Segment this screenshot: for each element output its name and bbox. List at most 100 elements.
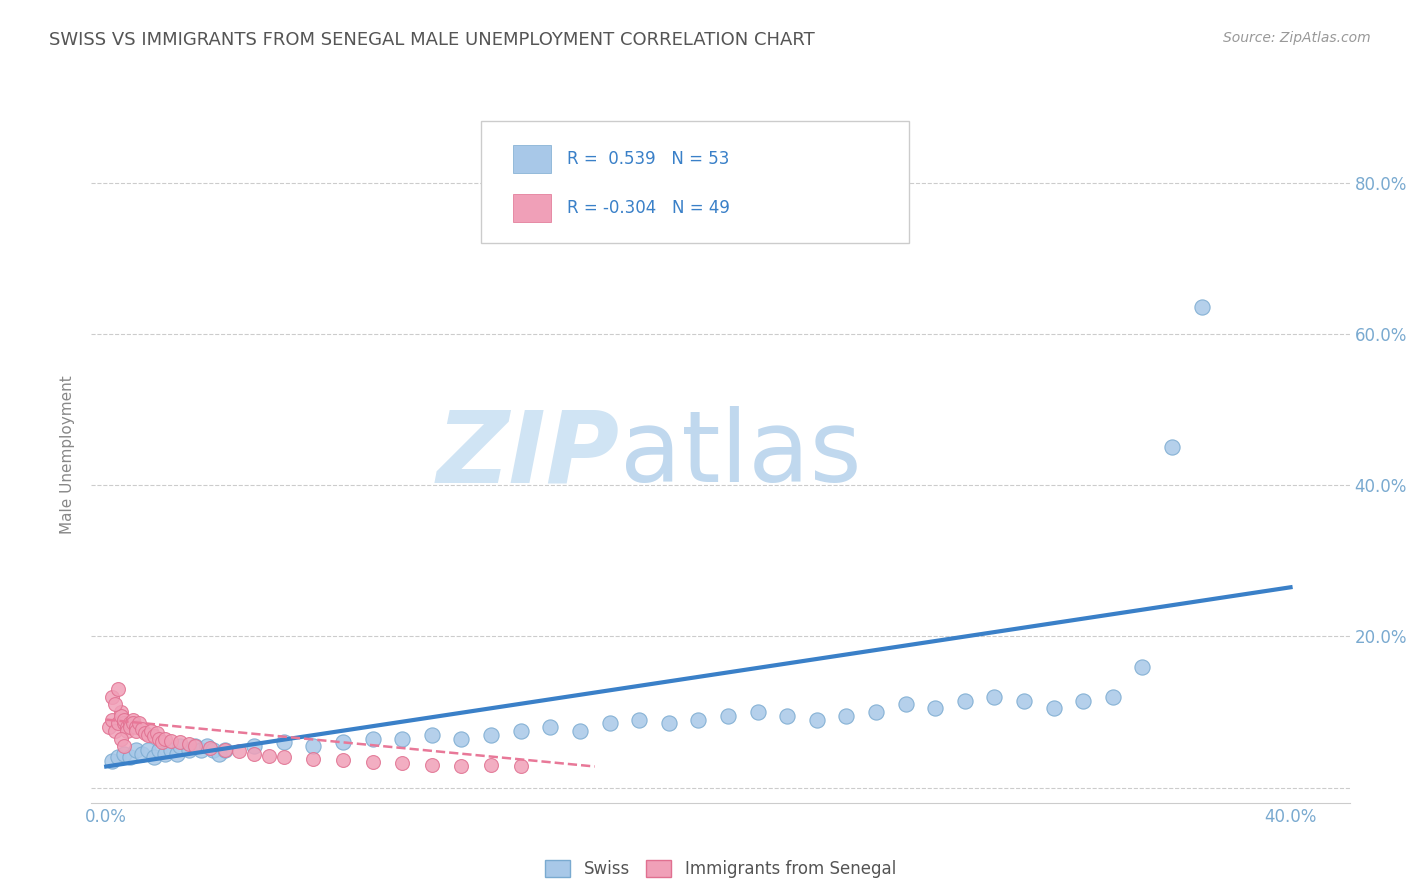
Point — [509, 723, 531, 738]
Point — [1132, 659, 1154, 673]
Point — [110, 705, 132, 719]
Point — [835, 708, 858, 723]
Point — [361, 755, 384, 769]
Point — [139, 723, 162, 738]
Point — [131, 722, 153, 736]
Point — [243, 747, 266, 761]
Point — [190, 743, 212, 757]
Point — [479, 758, 502, 772]
Point — [107, 750, 129, 764]
Text: Source: ZipAtlas.com: Source: ZipAtlas.com — [1223, 31, 1371, 45]
Point — [538, 720, 561, 734]
Point — [128, 716, 150, 731]
Point — [184, 739, 207, 753]
Point — [198, 741, 221, 756]
Point — [112, 747, 135, 761]
Point — [136, 743, 159, 757]
Point — [806, 713, 828, 727]
Point — [391, 731, 413, 746]
Point — [155, 731, 177, 746]
Point — [110, 708, 132, 723]
Legend: Swiss, Immigrants from Senegal: Swiss, Immigrants from Senegal — [538, 854, 903, 885]
Point — [450, 731, 472, 746]
Point — [243, 739, 266, 753]
Point — [112, 713, 135, 727]
Point — [118, 720, 141, 734]
Point — [118, 750, 141, 764]
Point — [125, 743, 148, 757]
Point — [166, 747, 188, 761]
Point — [1012, 694, 1035, 708]
Point — [776, 708, 799, 723]
Point — [1071, 694, 1094, 708]
Point — [195, 739, 218, 753]
Point — [98, 720, 121, 734]
FancyBboxPatch shape — [481, 121, 910, 243]
Point — [107, 682, 129, 697]
Point — [273, 750, 295, 764]
FancyBboxPatch shape — [513, 194, 551, 222]
Point — [228, 744, 250, 758]
Point — [169, 735, 191, 749]
Text: atlas: atlas — [620, 407, 862, 503]
Point — [145, 726, 167, 740]
Point — [177, 737, 200, 751]
Point — [214, 743, 236, 757]
Point — [148, 743, 170, 757]
Point — [160, 733, 183, 747]
Point — [658, 716, 681, 731]
Point — [214, 743, 236, 757]
Point — [599, 716, 621, 731]
Point — [142, 729, 165, 743]
Point — [302, 739, 325, 753]
Point — [121, 713, 143, 727]
Point — [688, 713, 710, 727]
Point — [125, 720, 148, 734]
FancyBboxPatch shape — [513, 145, 551, 173]
Text: SWISS VS IMMIGRANTS FROM SENEGAL MALE UNEMPLOYMENT CORRELATION CHART: SWISS VS IMMIGRANTS FROM SENEGAL MALE UN… — [49, 31, 815, 49]
Point — [953, 694, 976, 708]
Text: R =  0.539   N = 53: R = 0.539 N = 53 — [567, 150, 730, 169]
Point — [112, 716, 135, 731]
Point — [1042, 701, 1064, 715]
Point — [450, 759, 472, 773]
Text: R = -0.304   N = 49: R = -0.304 N = 49 — [567, 199, 730, 217]
Point — [110, 731, 132, 746]
Point — [420, 728, 443, 742]
Point — [747, 705, 769, 719]
Point — [302, 752, 325, 766]
Point — [894, 698, 917, 712]
Point — [121, 716, 143, 731]
Point — [332, 735, 354, 749]
Point — [101, 690, 124, 704]
Point — [479, 728, 502, 742]
Point — [391, 756, 413, 771]
Y-axis label: Male Unemployment: Male Unemployment — [60, 376, 76, 534]
Point — [131, 747, 153, 761]
Point — [1102, 690, 1125, 704]
Point — [1191, 301, 1213, 315]
Point — [983, 690, 1005, 704]
Point — [1161, 441, 1184, 455]
Point — [568, 723, 591, 738]
Point — [104, 723, 127, 738]
Point — [184, 739, 207, 753]
Point — [201, 743, 224, 757]
Point — [924, 701, 946, 715]
Point — [155, 747, 177, 761]
Point — [101, 713, 124, 727]
Point — [273, 735, 295, 749]
Point — [142, 750, 165, 764]
Point — [115, 723, 138, 738]
Point — [257, 748, 280, 763]
Point — [107, 716, 129, 731]
Point — [169, 739, 191, 753]
Point — [152, 735, 174, 749]
Point — [717, 708, 740, 723]
Point — [118, 716, 141, 731]
Point — [134, 726, 156, 740]
Point — [115, 720, 138, 734]
Text: ZIP: ZIP — [437, 407, 620, 503]
Point — [125, 723, 148, 738]
Point — [104, 698, 127, 712]
